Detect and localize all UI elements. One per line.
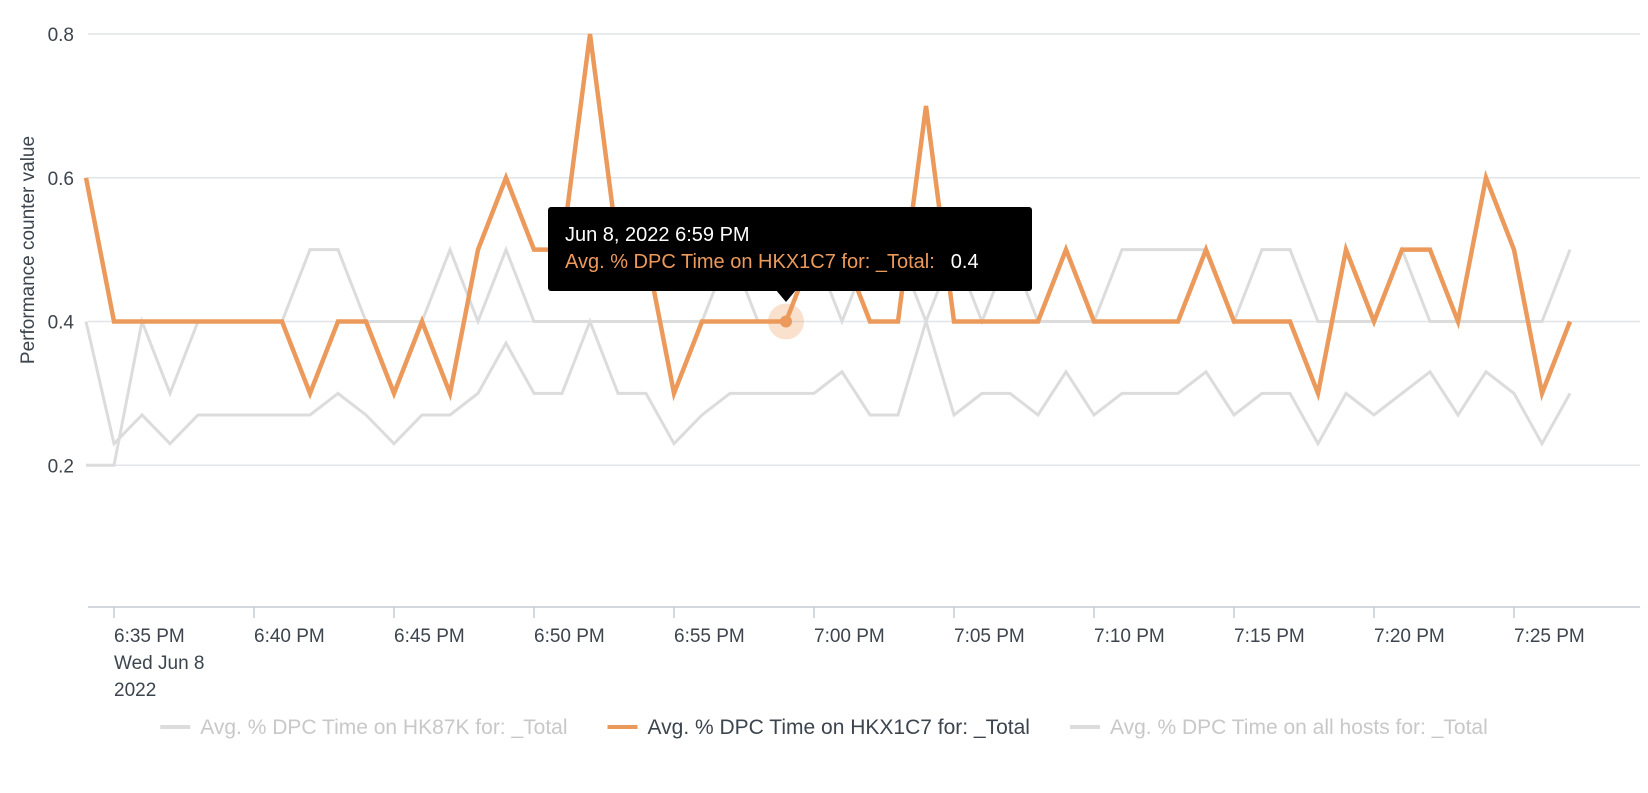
y-tick-label: 0.6 — [48, 169, 74, 190]
tooltip-arrow — [776, 290, 796, 302]
x-tick-label: 7:05 PM — [954, 626, 1025, 647]
x-tick-label: 7:00 PM — [814, 626, 885, 647]
tooltip-box — [548, 207, 1032, 291]
legend-item: Avg. % DPC Time on HK87K for: _Total — [160, 716, 568, 739]
legend-item: Avg. % DPC Time on HKX1C7 for: _Total — [607, 716, 1030, 739]
legend-item: Avg. % DPC Time on all hosts for: _Total — [1069, 716, 1488, 739]
x-tick-label: 6:40 PM — [254, 626, 325, 647]
x-tick-label: 7:15 PM — [1234, 626, 1305, 647]
x-tick-label: 7:20 PM — [1374, 626, 1445, 647]
legend-label: Avg. % DPC Time on all hosts for: _Total — [1110, 716, 1488, 739]
legend: Avg. % DPC Time on HK87K for: _Total Avg.… — [160, 716, 1488, 739]
y-axis-label: Performance counter value — [18, 136, 39, 364]
x-tick-label: 6:50 PM — [534, 626, 605, 647]
y-tick-label: 0.4 — [48, 313, 75, 334]
tooltip-title: Jun 8, 2022 6:59 PM — [565, 224, 750, 246]
x-axis: 6:35 PM Wed Jun 8 2022 6:40 PM 6:45 PM 6:50 P… — [88, 606, 1640, 701]
tooltip-label: Avg. % DPC Time on HKX1C7 for: _Total: — [565, 251, 935, 273]
hover-point — [780, 315, 792, 328]
series-line — [84, 316, 1572, 447]
x-tick-label: 6:55 PM — [674, 626, 745, 647]
x-tick-label: 7:25 PM — [1514, 626, 1585, 647]
tooltip: Jun 8, 2022 6:59 PM Avg. % DPC Time on HK… — [548, 207, 1032, 340]
x-tick-label: 6:35 PM — [114, 626, 185, 647]
tooltip-value: 0.4 — [951, 251, 979, 273]
y-tick-label: 0.2 — [48, 456, 74, 477]
grid: 0.2 0.4 0.6 0.8 — [48, 25, 1640, 477]
x-tick-label: 7:10 PM — [1094, 626, 1165, 647]
x-date-label: 2022 — [114, 680, 156, 701]
legend-label: Avg. % DPC Time on HKX1C7 for: _Total — [648, 716, 1030, 739]
x-tick-label: 6:45 PM — [394, 626, 465, 647]
y-tick-label: 0.8 — [48, 25, 74, 46]
x-date-label: Wed Jun 8 — [114, 653, 204, 674]
legend-label: Avg. % DPC Time on HK87K for: _Total — [200, 716, 567, 739]
